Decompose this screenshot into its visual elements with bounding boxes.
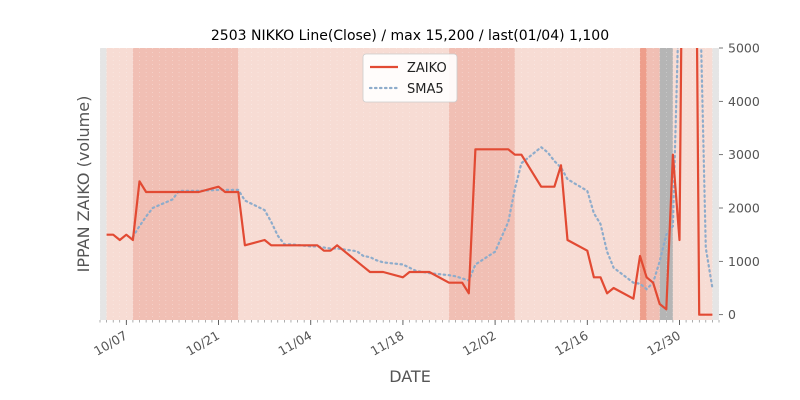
background-band-light	[514, 48, 640, 320]
x-axis: 10/07 10/21 11/04 11/18 12/02 12/16 12/30	[91, 320, 720, 359]
y-tick-label: 2000	[728, 201, 760, 216]
background-band-medium	[449, 48, 515, 320]
legend: ZAIKO SMA5	[362, 53, 458, 103]
x-tick-label: 11/04	[276, 328, 315, 359]
y-tick-label: 1000	[728, 254, 760, 269]
legend-sma5-label: SMA5	[407, 82, 444, 97]
y-tick-label: 5000	[728, 41, 760, 56]
background-band-gray	[712, 48, 719, 320]
background-band-light	[106, 48, 133, 320]
background-band-strong	[639, 48, 647, 320]
background-band-medium	[646, 48, 660, 320]
x-tick-label: 10/21	[183, 328, 222, 359]
x-tick-label: 10/07	[91, 328, 130, 359]
x-axis-label: DATE	[389, 367, 431, 386]
legend-zaiko-label: ZAIKO	[407, 61, 447, 76]
chart-title: 2503 NIKKO Line(Close) / max 15,200 / la…	[211, 28, 609, 44]
y-tick-label: 0	[728, 307, 736, 322]
background-band-medium	[132, 48, 239, 320]
x-tick-label: 11/18	[368, 328, 407, 359]
series-layer	[106, 48, 714, 316]
y-tick-label: 4000	[728, 94, 760, 109]
x-tick-label: 12/02	[460, 328, 499, 359]
y-tick-label: 3000	[728, 147, 760, 162]
x-tick-label: 12/16	[552, 328, 591, 359]
y-axis: 0 1000 2000 3000 4000 5000	[719, 41, 760, 322]
background-band-gray	[100, 48, 107, 320]
x-tick-label: 12/30	[644, 328, 683, 359]
y-axis-label: IPPAN ZAIKO (volume)	[74, 96, 93, 273]
series-zaiko-line	[106, 48, 713, 316]
